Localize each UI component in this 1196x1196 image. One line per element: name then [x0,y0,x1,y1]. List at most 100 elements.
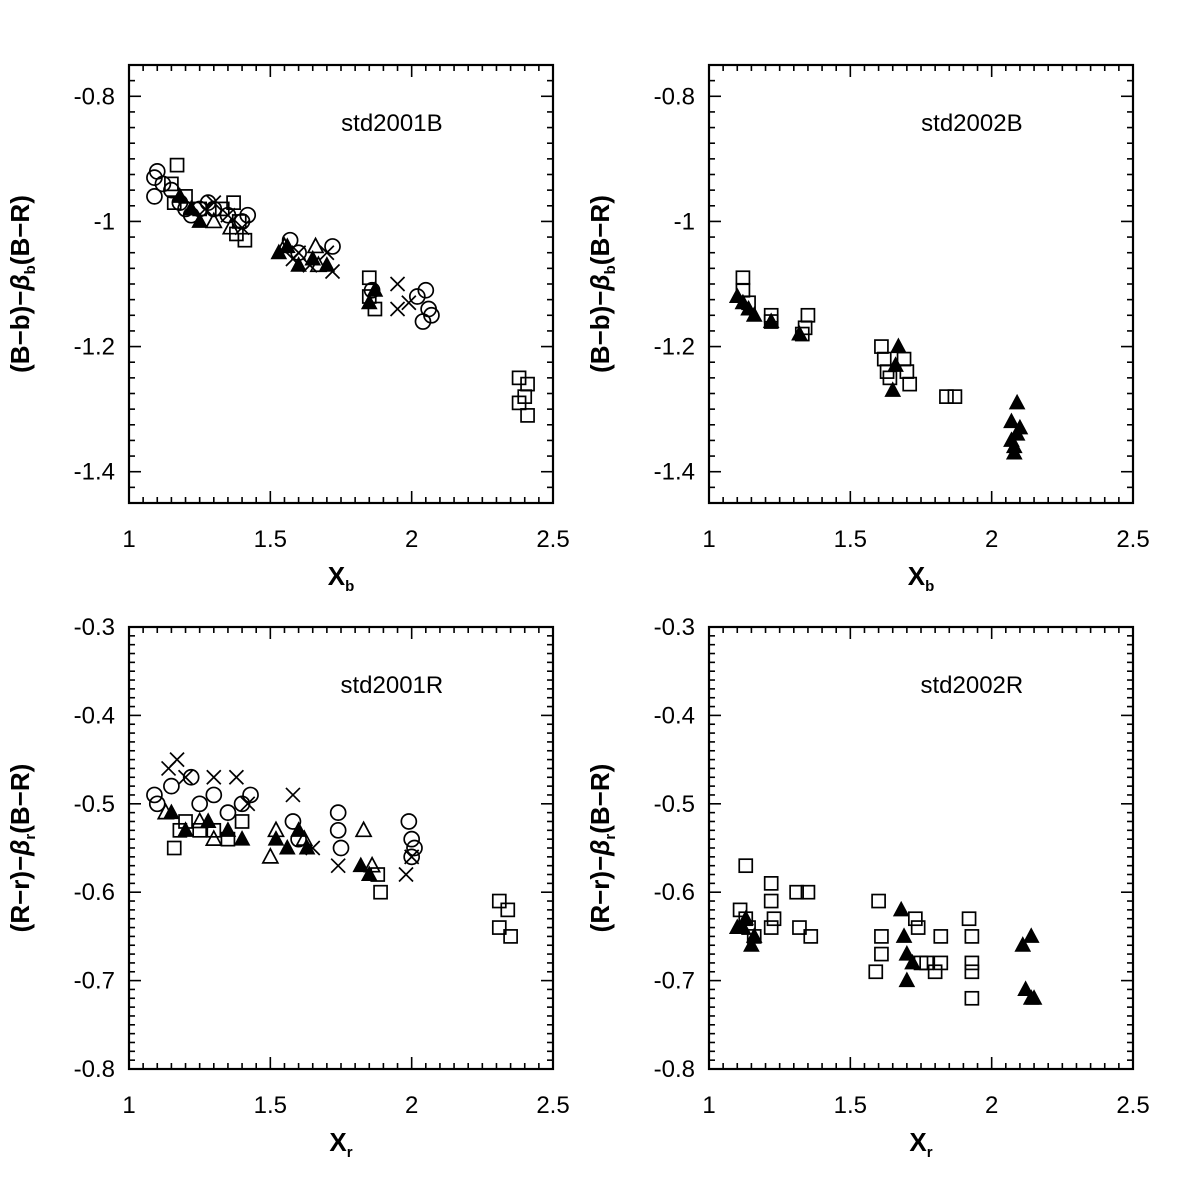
square-marker [800,884,816,900]
square-marker [947,389,963,404]
cross-marker [404,849,420,865]
triangle-filled-marker [290,821,307,837]
y-axis-label: (B−b)−βb(B−R) [585,195,619,373]
circle-marker [332,839,350,857]
square-marker [169,157,185,173]
x-tick-label: 2 [985,526,998,553]
x-tick-label: 2.5 [536,526,569,553]
square-marker [361,270,377,286]
square-marker [902,376,918,392]
triangle-filled-marker [352,856,370,873]
y-axis-label: (R−r)−βr(B−R) [585,764,619,933]
circle-marker [148,795,166,813]
square-marker [763,893,779,909]
square-marker [373,884,388,900]
x-tick-label: 1.5 [254,526,287,553]
x-axis-label: Xb [908,561,935,595]
series-triangle-filled [163,803,378,882]
triangle-filled-marker [762,312,780,329]
cross-marker [169,751,185,768]
series-triangle-filled [728,900,1043,1005]
series-circle [146,768,423,866]
cross-marker [389,301,406,317]
square-marker [919,955,935,971]
square-marker [735,270,751,286]
x-tick-label: 1 [122,526,135,553]
square-marker [964,990,980,1006]
square-marker [933,955,949,971]
square-marker [871,893,886,909]
square-marker [964,955,980,971]
cross-marker [206,195,222,211]
circle-marker [182,768,200,786]
cross-marker [240,796,256,812]
square-marker [766,911,782,927]
triangle-filled-marker [898,971,916,988]
y-tick-label: -0.3 [74,614,115,641]
panel-title: std2002B [921,110,1022,137]
square-marker [237,232,253,248]
square-marker [500,902,516,918]
triangle-filled-marker [278,237,296,253]
circle-marker [329,804,347,821]
triangle-filled-marker [199,812,217,828]
y-tick-label: -1.4 [654,459,695,486]
x-tick-label: 1 [122,1092,135,1119]
triangle-filled-marker [267,830,285,846]
panel-std2002R: std2002R 1 1.5 2 2.5 -0.3 -0.4 -0.5 -0.6 -0.7 -0.… [585,614,1150,1161]
panel-title: std2001B [341,110,442,137]
triangle-filled-marker [734,918,752,935]
triangle-marker [306,236,325,254]
cross-marker [197,201,213,217]
circle-marker [242,786,259,804]
y-tick-label: -0.8 [654,1056,695,1083]
square-marker [803,929,819,944]
square-marker [874,929,889,944]
circle-marker [233,795,251,813]
circle-marker [417,281,435,299]
square-marker [868,964,884,980]
triangle-filled-marker [791,324,808,341]
series-triangle-filled [171,187,384,310]
cross-marker [401,295,417,311]
square-marker [964,929,980,944]
square-marker [961,911,977,927]
y-tick-label: -0.6 [74,879,115,906]
x-tick-label: 2.5 [1116,526,1149,553]
x-tick-label: 1.5 [254,1092,287,1119]
cross-marker [290,245,307,261]
square-marker [933,929,949,944]
circle-marker [154,175,172,193]
y-tick-label: -0.4 [74,702,115,729]
triangle-filled-marker [890,337,907,354]
cross-marker [177,769,194,785]
triangle-filled-marker [898,945,916,961]
triangle-filled-marker [895,927,913,943]
panel-std2001B: std2001B 1 1.5 2 2.5 -0.8 -1 -1.2 -1.4 Xb (B−b)−β… [5,63,570,595]
triangle-marker [190,811,209,829]
triangle-filled-marker [290,256,307,272]
x-tick-label: 1 [702,526,715,553]
x-tick-label: 2.5 [1116,1092,1149,1119]
triangle-marker [261,847,280,864]
triangle-filled-marker [233,830,251,846]
x-tick-label: 2 [985,1092,998,1119]
square-marker [491,920,507,935]
x-tick-label: 2.5 [536,1092,569,1119]
circle-marker [324,238,341,255]
circle-marker [219,804,237,821]
circle-marker [163,777,180,795]
x-axis-label: Xr [909,1127,932,1161]
triangle-filled-marker [1014,936,1032,952]
square-marker [234,814,250,829]
cross-marker [228,769,245,785]
square-marker [800,307,816,323]
x-tick-label: 2 [405,526,418,553]
y-tick-label: -0.7 [74,968,115,995]
square-marker [910,920,926,935]
triangle-filled-marker [171,187,189,203]
square-marker [520,408,535,423]
square-marker [491,893,507,909]
x-tick-label: 1.5 [834,1092,867,1119]
circle-marker [400,813,418,830]
